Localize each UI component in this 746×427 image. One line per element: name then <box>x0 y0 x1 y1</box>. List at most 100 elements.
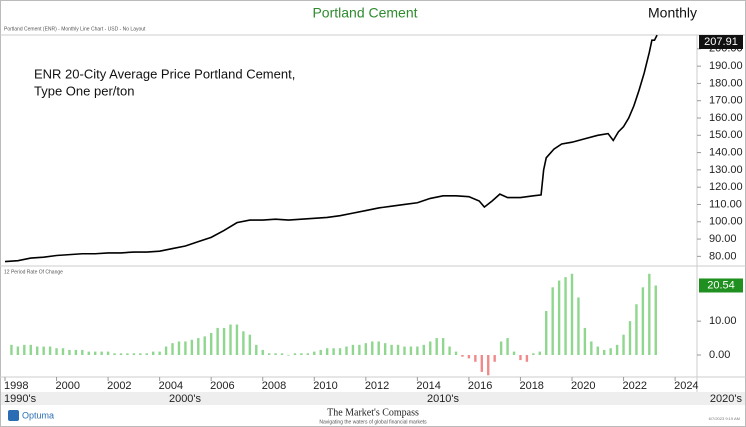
roc-bar <box>106 351 110 355</box>
roc-bar <box>267 353 271 355</box>
roc-bar <box>229 324 232 355</box>
last-value-label: 207.91 <box>704 36 738 48</box>
y-tick-label: 130.00 <box>709 164 743 176</box>
y-tick-label: 90.00 <box>709 233 737 245</box>
last-value-box <box>699 278 743 293</box>
roc-bar <box>100 351 103 355</box>
brand: The Market's Compass <box>327 407 419 418</box>
roc-bar <box>377 341 380 355</box>
roc-bar <box>512 351 516 355</box>
roc-bar <box>615 344 619 355</box>
roc-bar <box>325 348 329 355</box>
roc-bar <box>454 351 458 355</box>
x-tick-label: 2022 <box>623 380 647 392</box>
roc-bar <box>184 341 187 355</box>
roc-bar <box>274 353 277 355</box>
x-tick-label: 2010 <box>313 380 337 392</box>
roc-bar <box>68 349 71 355</box>
roc-bar <box>525 355 529 362</box>
roc-bar <box>551 287 554 355</box>
roc-bar <box>36 346 39 355</box>
x-tick-label: 2024 <box>674 380 698 392</box>
roc-bar <box>242 331 245 355</box>
y-tick-label: 10.00 <box>709 315 737 327</box>
roc-bar <box>23 344 26 355</box>
tagline: Navigating the waters of global financia… <box>319 419 427 425</box>
x-tick-label: 2000 <box>56 380 80 392</box>
roc-bar <box>164 346 168 355</box>
x-tick-label: 2002 <box>107 380 131 392</box>
roc-bar <box>435 338 438 355</box>
roc-bar <box>557 280 561 355</box>
roc-bar <box>158 351 161 355</box>
roc-bar <box>519 355 522 361</box>
roc-bar <box>29 344 32 355</box>
roc-bar <box>94 351 97 355</box>
roc-bar <box>55 348 58 355</box>
roc-bar <box>467 355 471 359</box>
roc-bar <box>474 355 477 362</box>
y-tick-label: 140.00 <box>709 147 743 159</box>
roc-bar <box>429 341 432 355</box>
roc-bar <box>371 341 374 355</box>
roc-bar <box>403 346 406 355</box>
x-tick-label: 2004 <box>159 380 183 392</box>
roc-bar <box>235 324 239 355</box>
roc-bar <box>448 346 451 355</box>
roc-bar <box>300 353 303 355</box>
y-tick-label: 0.00 <box>709 349 730 361</box>
roc-bar <box>422 344 426 355</box>
roc-bar <box>248 334 252 355</box>
last-value-box <box>699 35 743 49</box>
roc-bar <box>622 334 625 355</box>
subtitle: Portland Cement (ENR) - Monthly Line Cha… <box>4 26 146 32</box>
roc-bar <box>151 351 155 355</box>
roc-bar <box>351 344 355 355</box>
roc-bar <box>441 338 445 355</box>
x-tick-label: 2020 <box>571 380 595 392</box>
decade-label: 2020's <box>710 393 743 405</box>
roc-bar <box>635 304 638 355</box>
roc-bar <box>590 341 593 355</box>
x-tick-label: 2006 <box>210 380 234 392</box>
roc-bar <box>293 353 297 355</box>
roc-bar <box>190 339 194 355</box>
x-tick-label: 2012 <box>365 380 389 392</box>
panel-title: 12 Period Rate Of Change <box>4 269 63 275</box>
roc-bar <box>383 343 387 355</box>
roc-bar <box>641 287 645 355</box>
roc-bar <box>209 333 213 355</box>
roc-bar <box>113 353 116 355</box>
roc-bar <box>306 353 310 355</box>
roc-bar <box>480 355 483 372</box>
period: Monthly <box>648 5 697 21</box>
chart-title: Portland Cement <box>312 5 417 21</box>
roc-bar <box>564 277 567 355</box>
roc-bar <box>48 346 52 355</box>
annotation: Type One per/ton <box>34 83 134 98</box>
roc-bar <box>577 297 580 355</box>
roc-bar <box>654 285 657 355</box>
roc-bar <box>345 346 348 355</box>
decade-label: 2010's <box>427 393 460 405</box>
y-tick-label: 170.00 <box>709 95 743 107</box>
y-tick-label: 120.00 <box>709 181 743 193</box>
roc-bar <box>409 346 413 355</box>
x-tick-label: 2014 <box>416 380 440 392</box>
roc-bar <box>499 341 503 355</box>
roc-bar <box>416 346 419 355</box>
roc-bar <box>119 353 123 355</box>
last-value-label: 20.54 <box>707 279 735 291</box>
roc-bar <box>177 341 181 355</box>
x-tick-label: 2016 <box>468 380 492 392</box>
decade-band <box>1 392 745 405</box>
y-tick-label: 80.00 <box>709 250 737 262</box>
decade-label: 2000's <box>169 393 202 405</box>
roc-bar <box>596 346 599 355</box>
roc-bar <box>648 273 651 355</box>
y-tick-label: 100.00 <box>709 216 743 228</box>
roc-bar <box>61 348 65 355</box>
roc-bar <box>538 351 541 355</box>
roc-bar <box>87 351 90 355</box>
